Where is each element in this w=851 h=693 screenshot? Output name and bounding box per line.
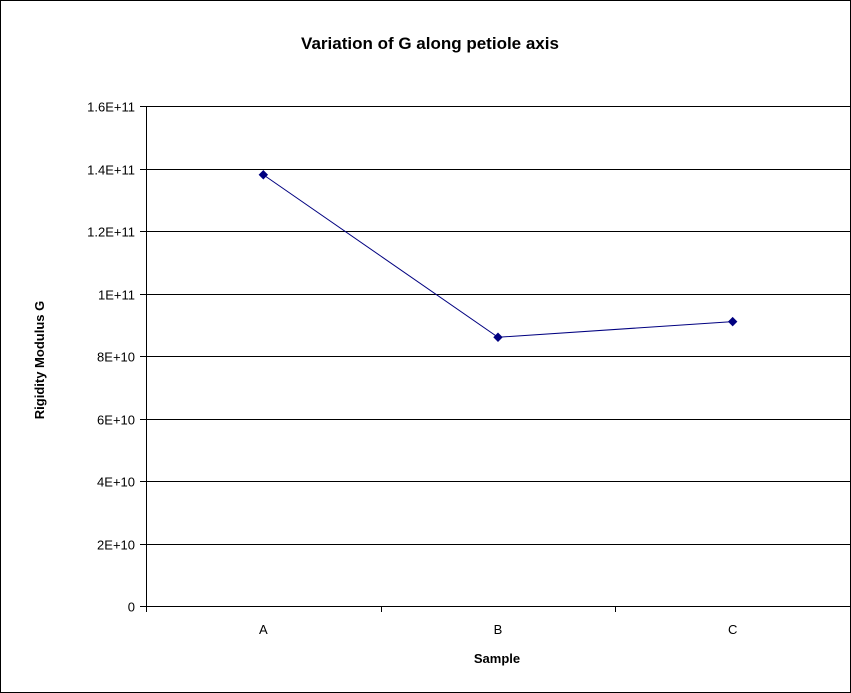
chart-title: Variation of G along petiole axis (301, 34, 559, 53)
y-tick-label: 1.2E+11 (87, 225, 135, 240)
x-axis-label: Sample (474, 651, 520, 666)
y-axis-label: Rigidity Modulus G (32, 301, 47, 419)
series (258, 170, 738, 342)
axes (140, 106, 850, 612)
series-line (263, 174, 733, 338)
y-tick-label: 0 (128, 600, 135, 615)
y-tick-label: 1.6E+11 (87, 100, 135, 115)
y-tick-label: 8E+10 (97, 350, 135, 365)
y-tick-label: 1E+11 (98, 288, 135, 303)
x-tick-label: A (259, 622, 268, 637)
data-point (493, 332, 503, 342)
x-tick-labels: A B C (259, 622, 737, 637)
data-point (258, 170, 269, 180)
y-tick-label: 6E+10 (97, 413, 135, 428)
x-tick-label: B (494, 622, 503, 637)
y-tick-label: 1.4E+11 (87, 163, 135, 178)
y-tick-label: 4E+10 (97, 475, 135, 490)
gridlines (146, 106, 850, 545)
y-tick-label: 2E+10 (97, 538, 135, 553)
x-tick-label: C (728, 622, 737, 637)
y-tick-labels: 0 2E+10 4E+10 6E+10 8E+10 1E+11 1.2E+11 1.4E+11… (87, 100, 135, 615)
data-point (727, 316, 738, 327)
